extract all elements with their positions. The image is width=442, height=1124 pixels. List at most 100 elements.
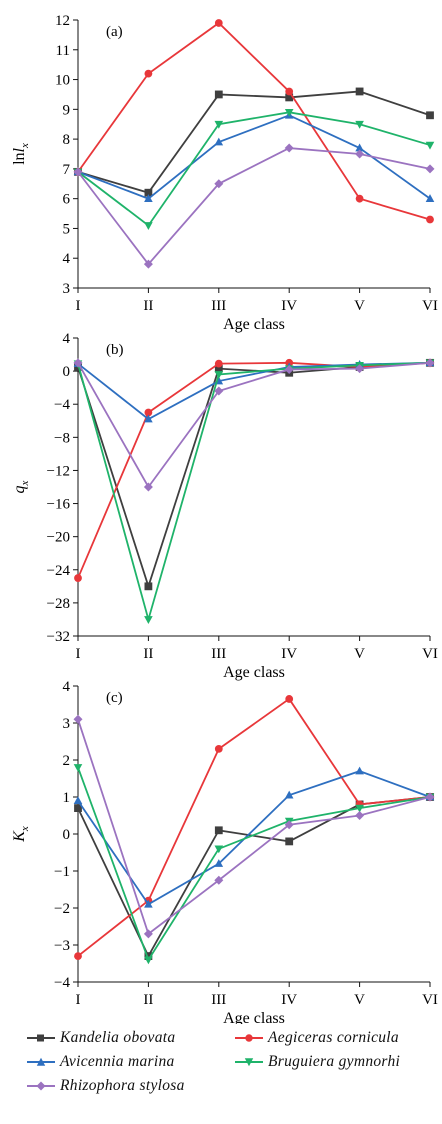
y-tick-label: −32 [47,629,70,645]
data-point-rhizophora-stylosa [214,179,224,189]
data-point-rhizophora-stylosa [143,482,153,492]
y-axis-label-ln: ln [11,152,28,164]
legend-label-avicennia-marina: Avicennia marina [60,1053,175,1070]
panel-label: (b) [106,342,124,358]
y-axis-label: lnlx [11,143,31,165]
y-tick-label: −4 [54,397,70,413]
y-tick-label: 8 [63,132,71,148]
y-axis-label-main: K [11,830,28,843]
y-axis-label-subscript: x [19,143,31,149]
y-tick-label: 4 [63,331,71,347]
data-point-bruguiera-gymnorhi [144,956,153,965]
data-point-rhizophora-stylosa [73,358,83,368]
data-point-rhizophora-stylosa [284,364,294,374]
series-line-aegiceras-cornicula [77,361,431,579]
legend-item-bruguiera-gymnorhi: Bruguiera gymnorhi [234,1050,400,1074]
data-point-aegiceras-cornicula [214,359,223,368]
series-line-aegiceras-cornicula [77,21,431,221]
panel-label: (a) [106,24,123,40]
x-tick-label: VI [422,298,438,314]
data-point-bruguiera-gymnorhi [355,804,364,813]
series-line-rhizophora-stylosa [77,719,431,936]
y-tick-label: 5 [63,221,71,237]
x-axis-label: Age class [223,1010,285,1024]
y-tick-label: 1 [63,790,71,806]
y-tick-label: 3 [63,281,71,297]
legend-label-aegiceras-cornicula: Aegiceras cornicula [268,1029,399,1046]
data-point-rhizophora-stylosa [143,259,153,269]
data-point-avicennia-marina [144,414,153,423]
legend-swatch-bruguiera-gymnorhi [235,1058,263,1067]
data-point-kandelia-obovata [144,188,153,197]
legend-item-aegiceras-cornicula: Aegiceras cornicula [234,1026,399,1050]
data-point-avicennia-marina [355,766,364,775]
legend-item-kandelia-obovata: Kandelia obovata [26,1026,175,1050]
y-tick-label: −28 [47,596,70,612]
legend: Kandelia obovata Aegiceras cornicula Avi… [26,1026,442,1122]
data-point-avicennia-marina [73,796,83,804]
x-tick-label: III [211,992,226,1008]
y-axis-label-main: q [11,485,28,493]
x-tick-label: I [76,992,81,1008]
x-tick-label: IV [281,298,297,314]
series-line-bruguiera-gymnorhi [77,361,431,623]
series-avicennia-marina [73,766,435,908]
data-point-rhizophora-stylosa [425,792,435,802]
data-point-bruguiera-gymnorhi [73,764,83,772]
data-point-avicennia-marina [214,859,224,867]
series-kandelia-obovata [74,358,434,591]
y-tick-label: −3 [54,938,70,954]
y-tick-label: −20 [47,530,70,546]
data-point-kandelia-obovata [285,93,294,102]
data-point-bruguiera-gymnorhi [355,120,364,129]
y-axis-label-subscript: x [19,826,31,832]
x-tick-label: V [354,298,365,314]
data-point-aegiceras-cornicula [426,215,434,224]
y-tick-label: 0 [63,827,71,843]
series-line-rhizophora-stylosa [77,361,431,489]
data-point-rhizophora-stylosa [425,358,435,368]
y-tick-label: −16 [47,497,71,513]
data-point-aegiceras-cornicula [214,19,223,27]
x-tick-label: IV [281,646,297,662]
data-point-kandelia-obovata [426,111,434,120]
series-line-rhizophora-stylosa [77,147,431,266]
y-tick-label: 0 [63,364,71,380]
y-axis-label: qx [11,480,31,493]
y-tick-label: −8 [54,430,70,446]
series-line-bruguiera-gymnorhi [77,767,431,962]
y-tick-label: 2 [63,753,71,769]
legend-label-bruguiera-gymnorhi: Bruguiera gymnorhi [268,1053,401,1070]
x-tick-label: V [354,646,365,662]
data-point-rhizophora-stylosa [355,149,365,159]
series-bruguiera-gymnorhi [73,764,435,965]
series-line-kandelia-obovata [77,796,431,959]
series-bruguiera-gymnorhi [73,109,435,230]
y-tick-label: 10 [55,73,70,89]
data-point-aegiceras-cornicula [285,695,294,703]
data-point-aegiceras-cornicula [285,87,294,96]
series-bruguiera-gymnorhi [73,359,435,624]
data-point-kandelia-obovata [214,90,223,99]
y-axis-label-l: l [11,147,28,152]
legend-swatch-rhizophora-stylosa [27,1081,55,1091]
data-point-rhizophora-stylosa [214,875,224,885]
x-tick-label: VI [422,992,438,1008]
data-point-kandelia-obovata [74,804,82,812]
y-tick-label: 4 [63,251,71,267]
legend-label-rhizophora-stylosa: Rhizophora stylosa [60,1077,185,1094]
x-tick-label: VI [422,646,438,662]
x-axis-label: Age class [223,664,285,681]
series-aegiceras-cornicula [74,695,434,960]
series-rhizophora-stylosa [73,143,435,269]
data-point-avicennia-marina [144,194,153,202]
data-point-avicennia-marina [425,194,435,202]
data-point-avicennia-marina [284,790,294,799]
legend-item-rhizophora-stylosa: Rhizophora stylosa [26,1074,185,1098]
legend-label-kandelia-obovata: Kandelia obovata [60,1029,176,1046]
data-point-rhizophora-stylosa [355,811,365,820]
data-point-rhizophora-stylosa [425,164,435,174]
